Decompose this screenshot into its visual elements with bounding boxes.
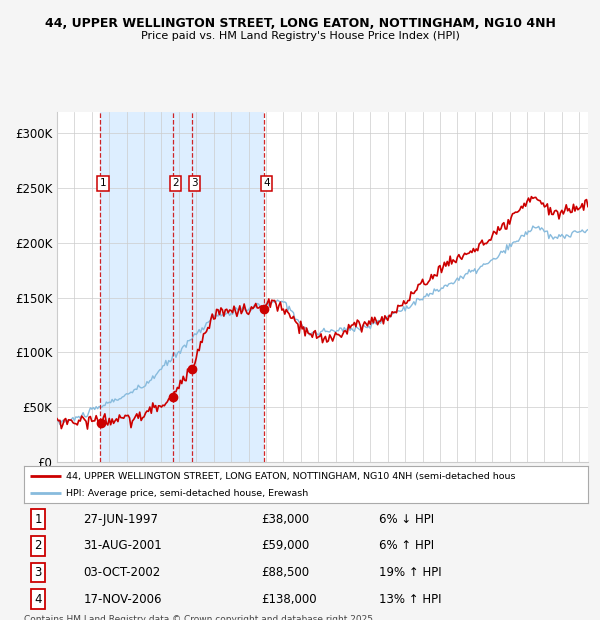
Text: 44, UPPER WELLINGTON STREET, LONG EATON, NOTTINGHAM, NG10 4NH (semi-detached hou: 44, UPPER WELLINGTON STREET, LONG EATON,… [66,472,516,480]
Bar [100,112,264,462]
Text: Price paid vs. HM Land Registry's House Price Index (HPI): Price paid vs. HM Land Registry's House … [140,31,460,41]
Text: 6% ↑ HPI: 6% ↑ HPI [379,539,434,552]
Text: 27-JUN-1997: 27-JUN-1997 [83,513,158,526]
Text: 1: 1 [34,513,42,526]
Text: 17-NOV-2006: 17-NOV-2006 [83,593,162,606]
Text: Contains HM Land Registry data © Crown copyright and database right 2025.: Contains HM Land Registry data © Crown c… [24,615,376,620]
Text: 03-OCT-2002: 03-OCT-2002 [83,566,160,579]
Text: 6% ↓ HPI: 6% ↓ HPI [379,513,434,526]
Text: 19% ↑ HPI: 19% ↑ HPI [379,566,442,579]
Text: £138,000: £138,000 [261,593,317,606]
Text: £38,000: £38,000 [261,513,309,526]
Text: HPI: Average price, semi-detached house, Erewash: HPI: Average price, semi-detached house,… [66,489,308,498]
Text: 3: 3 [191,179,198,188]
Text: 31-AUG-2001: 31-AUG-2001 [83,539,162,552]
Text: 3: 3 [34,566,42,579]
Text: 1: 1 [100,179,106,188]
Text: 13% ↑ HPI: 13% ↑ HPI [379,593,442,606]
Text: £59,000: £59,000 [261,539,309,552]
Text: 2: 2 [34,539,42,552]
Text: 44, UPPER WELLINGTON STREET, LONG EATON, NOTTINGHAM, NG10 4NH: 44, UPPER WELLINGTON STREET, LONG EATON,… [44,17,556,30]
Text: 4: 4 [263,179,270,188]
Text: £88,500: £88,500 [261,566,309,579]
Text: 2: 2 [172,179,179,188]
Text: 4: 4 [34,593,42,606]
